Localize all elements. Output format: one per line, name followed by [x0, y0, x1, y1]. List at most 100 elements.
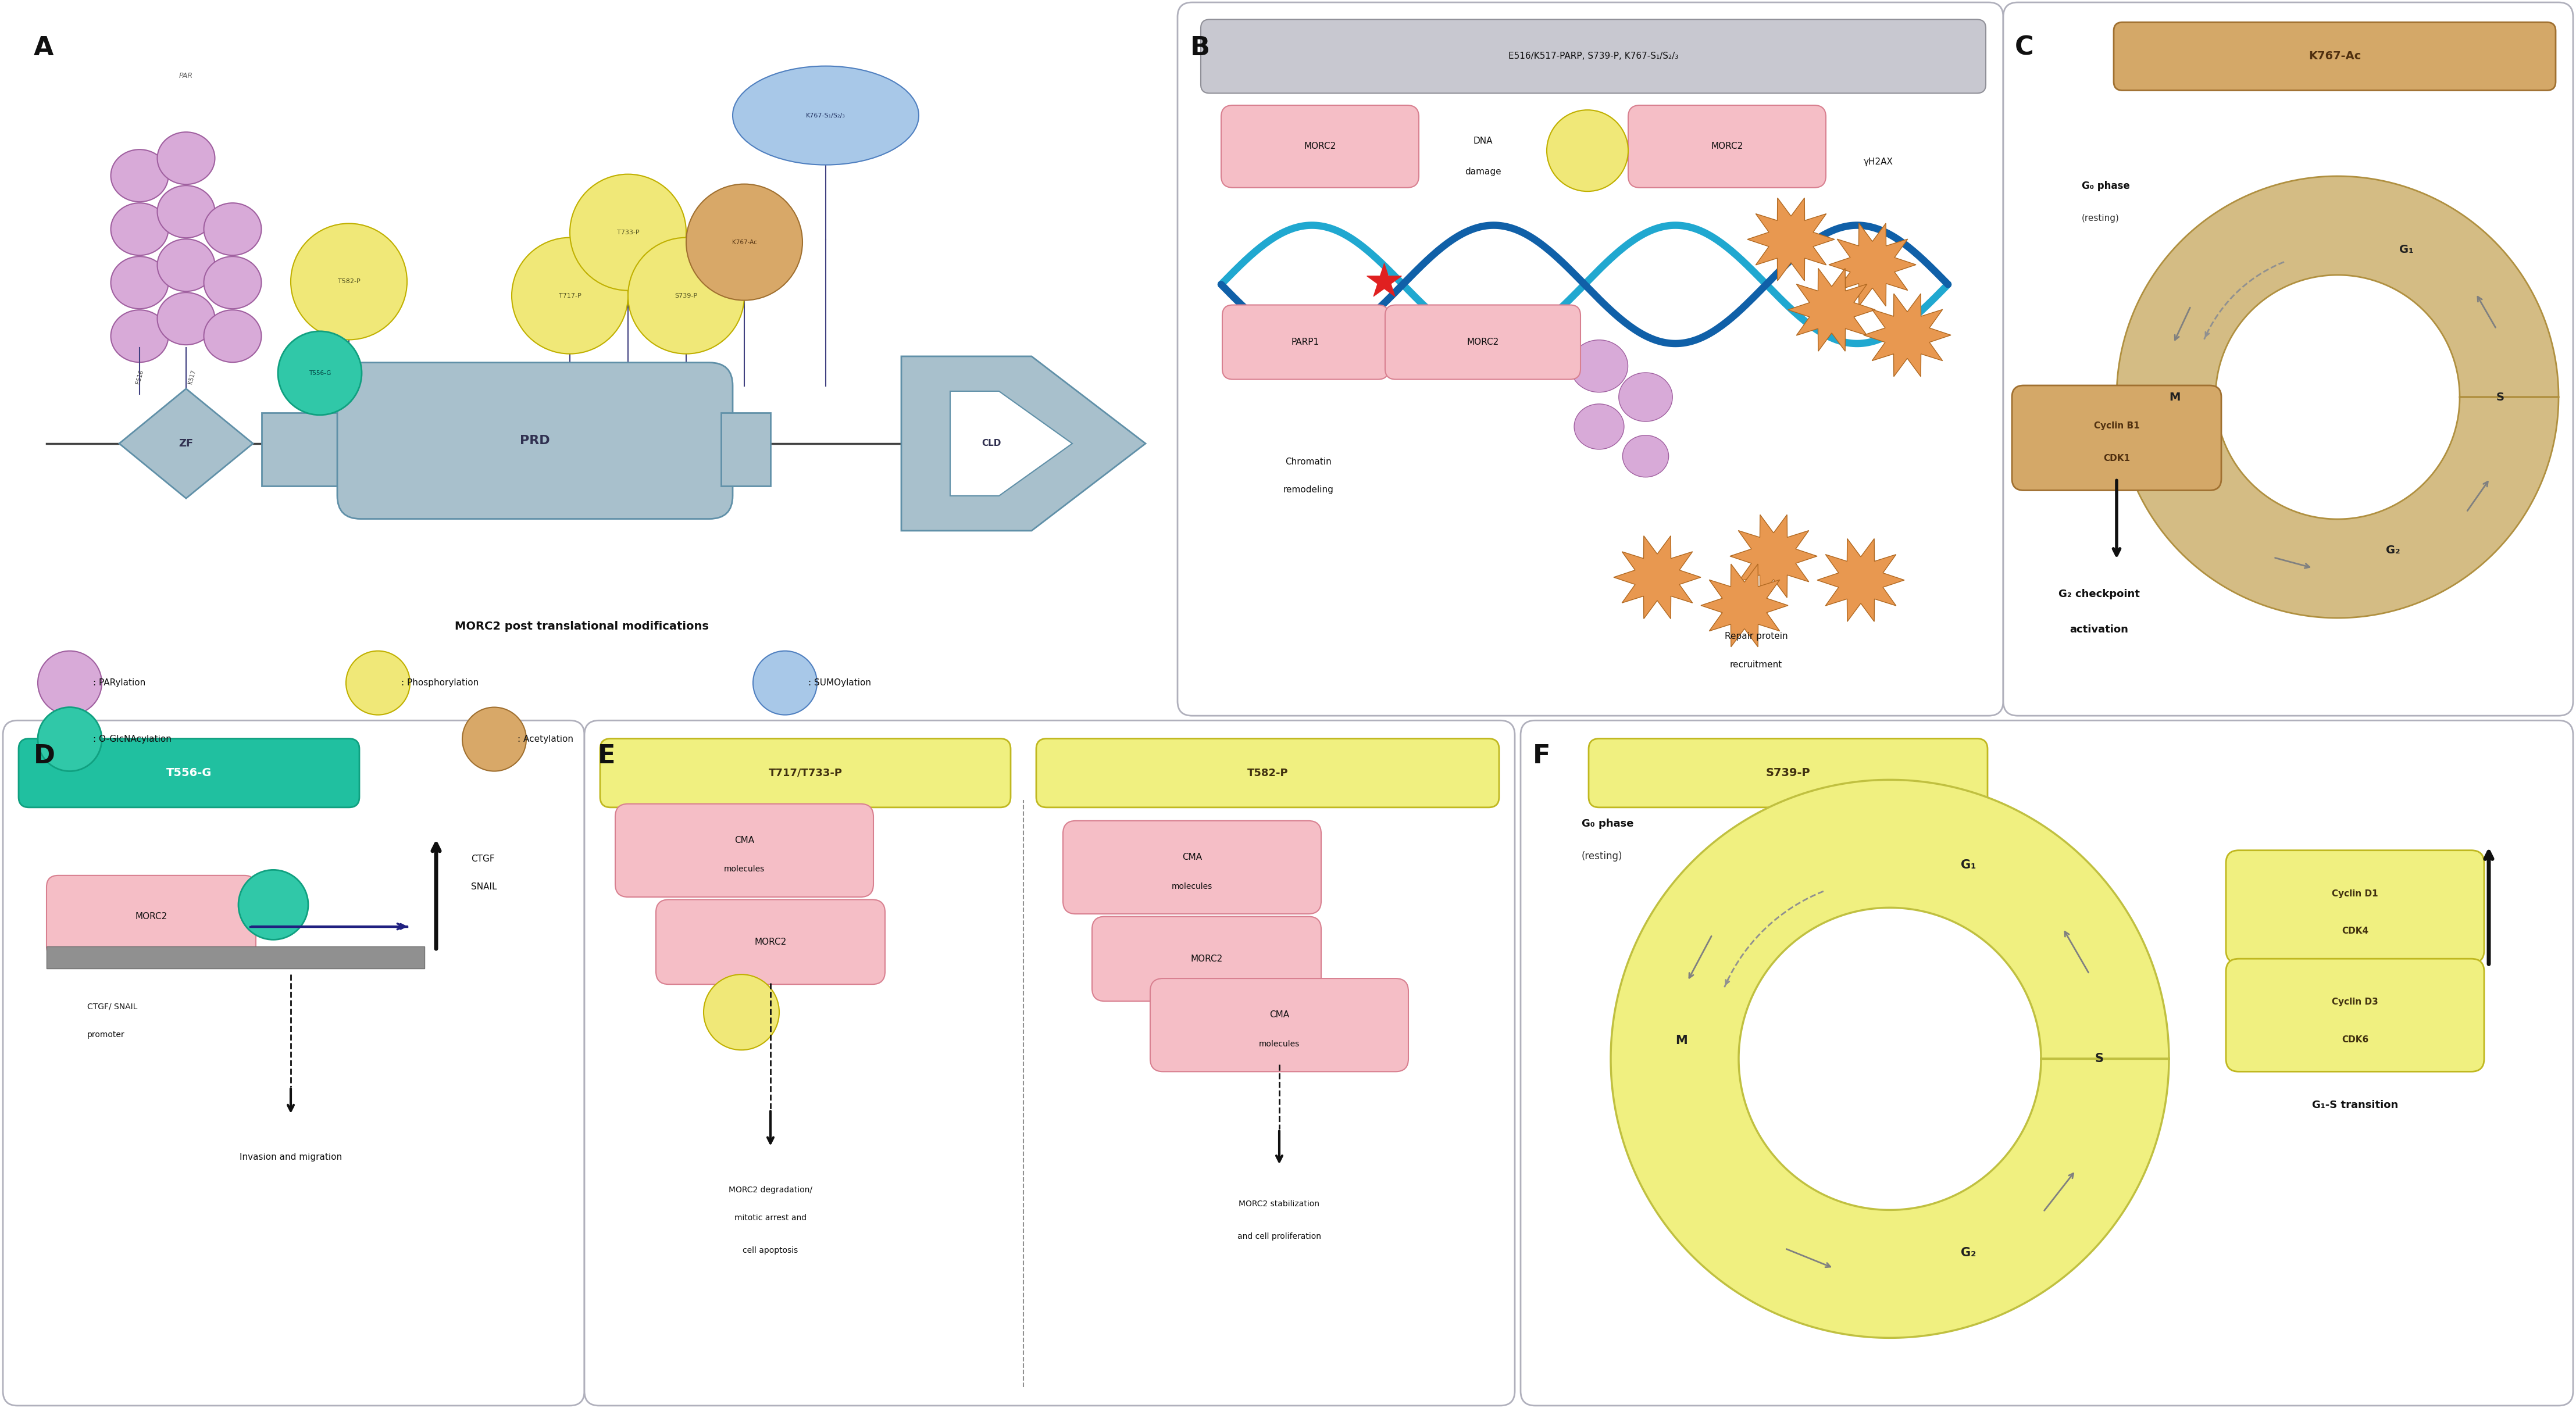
Polygon shape — [1610, 780, 2169, 1338]
Text: and cell proliferation: and cell proliferation — [1236, 1232, 1321, 1240]
FancyBboxPatch shape — [1151, 979, 1409, 1071]
Ellipse shape — [157, 132, 214, 184]
Text: E516: E516 — [134, 369, 144, 384]
Text: G₀ phase: G₀ phase — [2081, 180, 2130, 191]
Polygon shape — [1788, 269, 1875, 351]
Ellipse shape — [1574, 404, 1623, 449]
Text: T717-P: T717-P — [559, 293, 582, 298]
Text: : PARylation: : PARylation — [93, 679, 144, 687]
Ellipse shape — [752, 650, 817, 715]
Text: M: M — [2169, 391, 2179, 403]
Ellipse shape — [111, 256, 167, 308]
Text: PRD: PRD — [520, 435, 551, 446]
Polygon shape — [902, 356, 1146, 531]
Polygon shape — [1747, 199, 1834, 280]
Text: T717/T733-P: T717/T733-P — [768, 767, 842, 779]
Text: MORC2: MORC2 — [1710, 142, 1744, 151]
FancyBboxPatch shape — [46, 876, 255, 957]
Ellipse shape — [1618, 373, 1672, 421]
Text: Invasion and migration: Invasion and migration — [240, 1153, 343, 1162]
Text: B: B — [1190, 35, 1211, 61]
FancyBboxPatch shape — [337, 362, 732, 520]
FancyBboxPatch shape — [1092, 917, 1321, 1001]
Text: E516/K517-PARP, S739-P, K767-S₁/S₂/₃: E516/K517-PARP, S739-P, K767-S₁/S₂/₃ — [1510, 52, 1677, 61]
Polygon shape — [2117, 176, 2558, 618]
Text: MORC2: MORC2 — [1190, 955, 1224, 963]
Text: MORC2: MORC2 — [134, 912, 167, 921]
FancyBboxPatch shape — [1386, 306, 1582, 379]
Polygon shape — [1862, 294, 1950, 376]
Text: T556-G: T556-G — [309, 370, 330, 376]
Polygon shape — [118, 389, 252, 498]
Text: G₂ checkpoint: G₂ checkpoint — [2058, 589, 2141, 600]
Text: (resting): (resting) — [2081, 214, 2120, 222]
Text: SNAIL: SNAIL — [471, 883, 497, 891]
Polygon shape — [1613, 536, 1700, 618]
FancyBboxPatch shape — [585, 721, 1515, 1405]
FancyBboxPatch shape — [657, 900, 886, 984]
Text: (resting): (resting) — [1582, 850, 1623, 862]
Text: PARP1: PARP1 — [1291, 338, 1319, 346]
Text: T733-P: T733-P — [616, 230, 639, 235]
Ellipse shape — [703, 974, 778, 1050]
Circle shape — [39, 707, 103, 772]
Text: S739-P: S739-P — [1765, 767, 1811, 779]
Polygon shape — [1700, 565, 1788, 646]
Text: molecules: molecules — [1172, 883, 1213, 890]
Bar — [263, 413, 337, 486]
Ellipse shape — [1623, 435, 1669, 477]
Text: mitotic arrest and: mitotic arrest and — [734, 1214, 806, 1222]
FancyBboxPatch shape — [1589, 739, 1989, 807]
Text: CMA: CMA — [1270, 1011, 1288, 1019]
FancyBboxPatch shape — [2226, 850, 2483, 963]
Text: T582-P: T582-P — [337, 279, 361, 284]
Ellipse shape — [569, 175, 685, 290]
Text: S: S — [2094, 1053, 2105, 1064]
Text: molecules: molecules — [1260, 1041, 1301, 1048]
Ellipse shape — [204, 310, 260, 362]
Text: ZF: ZF — [178, 438, 193, 449]
Text: K767-Ac: K767-Ac — [2308, 51, 2362, 62]
Text: Repair protein: Repair protein — [1723, 632, 1788, 641]
FancyBboxPatch shape — [1520, 721, 2573, 1405]
FancyBboxPatch shape — [1628, 106, 1826, 187]
Ellipse shape — [732, 66, 920, 165]
Text: F: F — [1533, 743, 1551, 769]
FancyBboxPatch shape — [600, 739, 1010, 807]
Text: Cyclin B1: Cyclin B1 — [2094, 421, 2141, 429]
Text: CLD: CLD — [981, 439, 1002, 448]
Text: CDK6: CDK6 — [2342, 1035, 2367, 1043]
Text: promoter: promoter — [88, 1031, 124, 1039]
Text: S: S — [2496, 391, 2504, 403]
Text: Chromatin: Chromatin — [1285, 458, 1332, 466]
Text: : Acetylation: : Acetylation — [518, 735, 574, 743]
Text: K517: K517 — [188, 369, 196, 384]
Text: CDK4: CDK4 — [2342, 926, 2367, 935]
Polygon shape — [1816, 539, 1904, 621]
Bar — [46, 946, 425, 969]
Polygon shape — [951, 391, 1072, 496]
Ellipse shape — [204, 256, 260, 308]
Text: molecules: molecules — [724, 866, 765, 873]
Ellipse shape — [513, 238, 629, 353]
FancyBboxPatch shape — [1064, 821, 1321, 914]
Text: K767-Ac: K767-Ac — [732, 239, 757, 245]
Text: G₀ phase: G₀ phase — [1582, 818, 1633, 829]
FancyBboxPatch shape — [1036, 739, 1499, 807]
Ellipse shape — [1571, 339, 1628, 393]
Text: MORC2: MORC2 — [1466, 338, 1499, 346]
Text: : SUMOylation: : SUMOylation — [809, 679, 871, 687]
Text: γH2AX: γH2AX — [1862, 158, 1893, 166]
Ellipse shape — [111, 310, 167, 362]
Ellipse shape — [345, 650, 410, 715]
Ellipse shape — [204, 203, 260, 255]
Ellipse shape — [111, 203, 167, 255]
Text: MORC2 degradation/: MORC2 degradation/ — [729, 1186, 811, 1194]
Text: cell apoptosis: cell apoptosis — [742, 1246, 799, 1255]
Text: CMA: CMA — [734, 836, 755, 845]
FancyBboxPatch shape — [3, 721, 585, 1405]
Text: MORC2 stabilization: MORC2 stabilization — [1239, 1200, 1319, 1208]
Circle shape — [240, 870, 309, 939]
FancyBboxPatch shape — [2012, 386, 2221, 490]
FancyBboxPatch shape — [1177, 3, 2004, 715]
